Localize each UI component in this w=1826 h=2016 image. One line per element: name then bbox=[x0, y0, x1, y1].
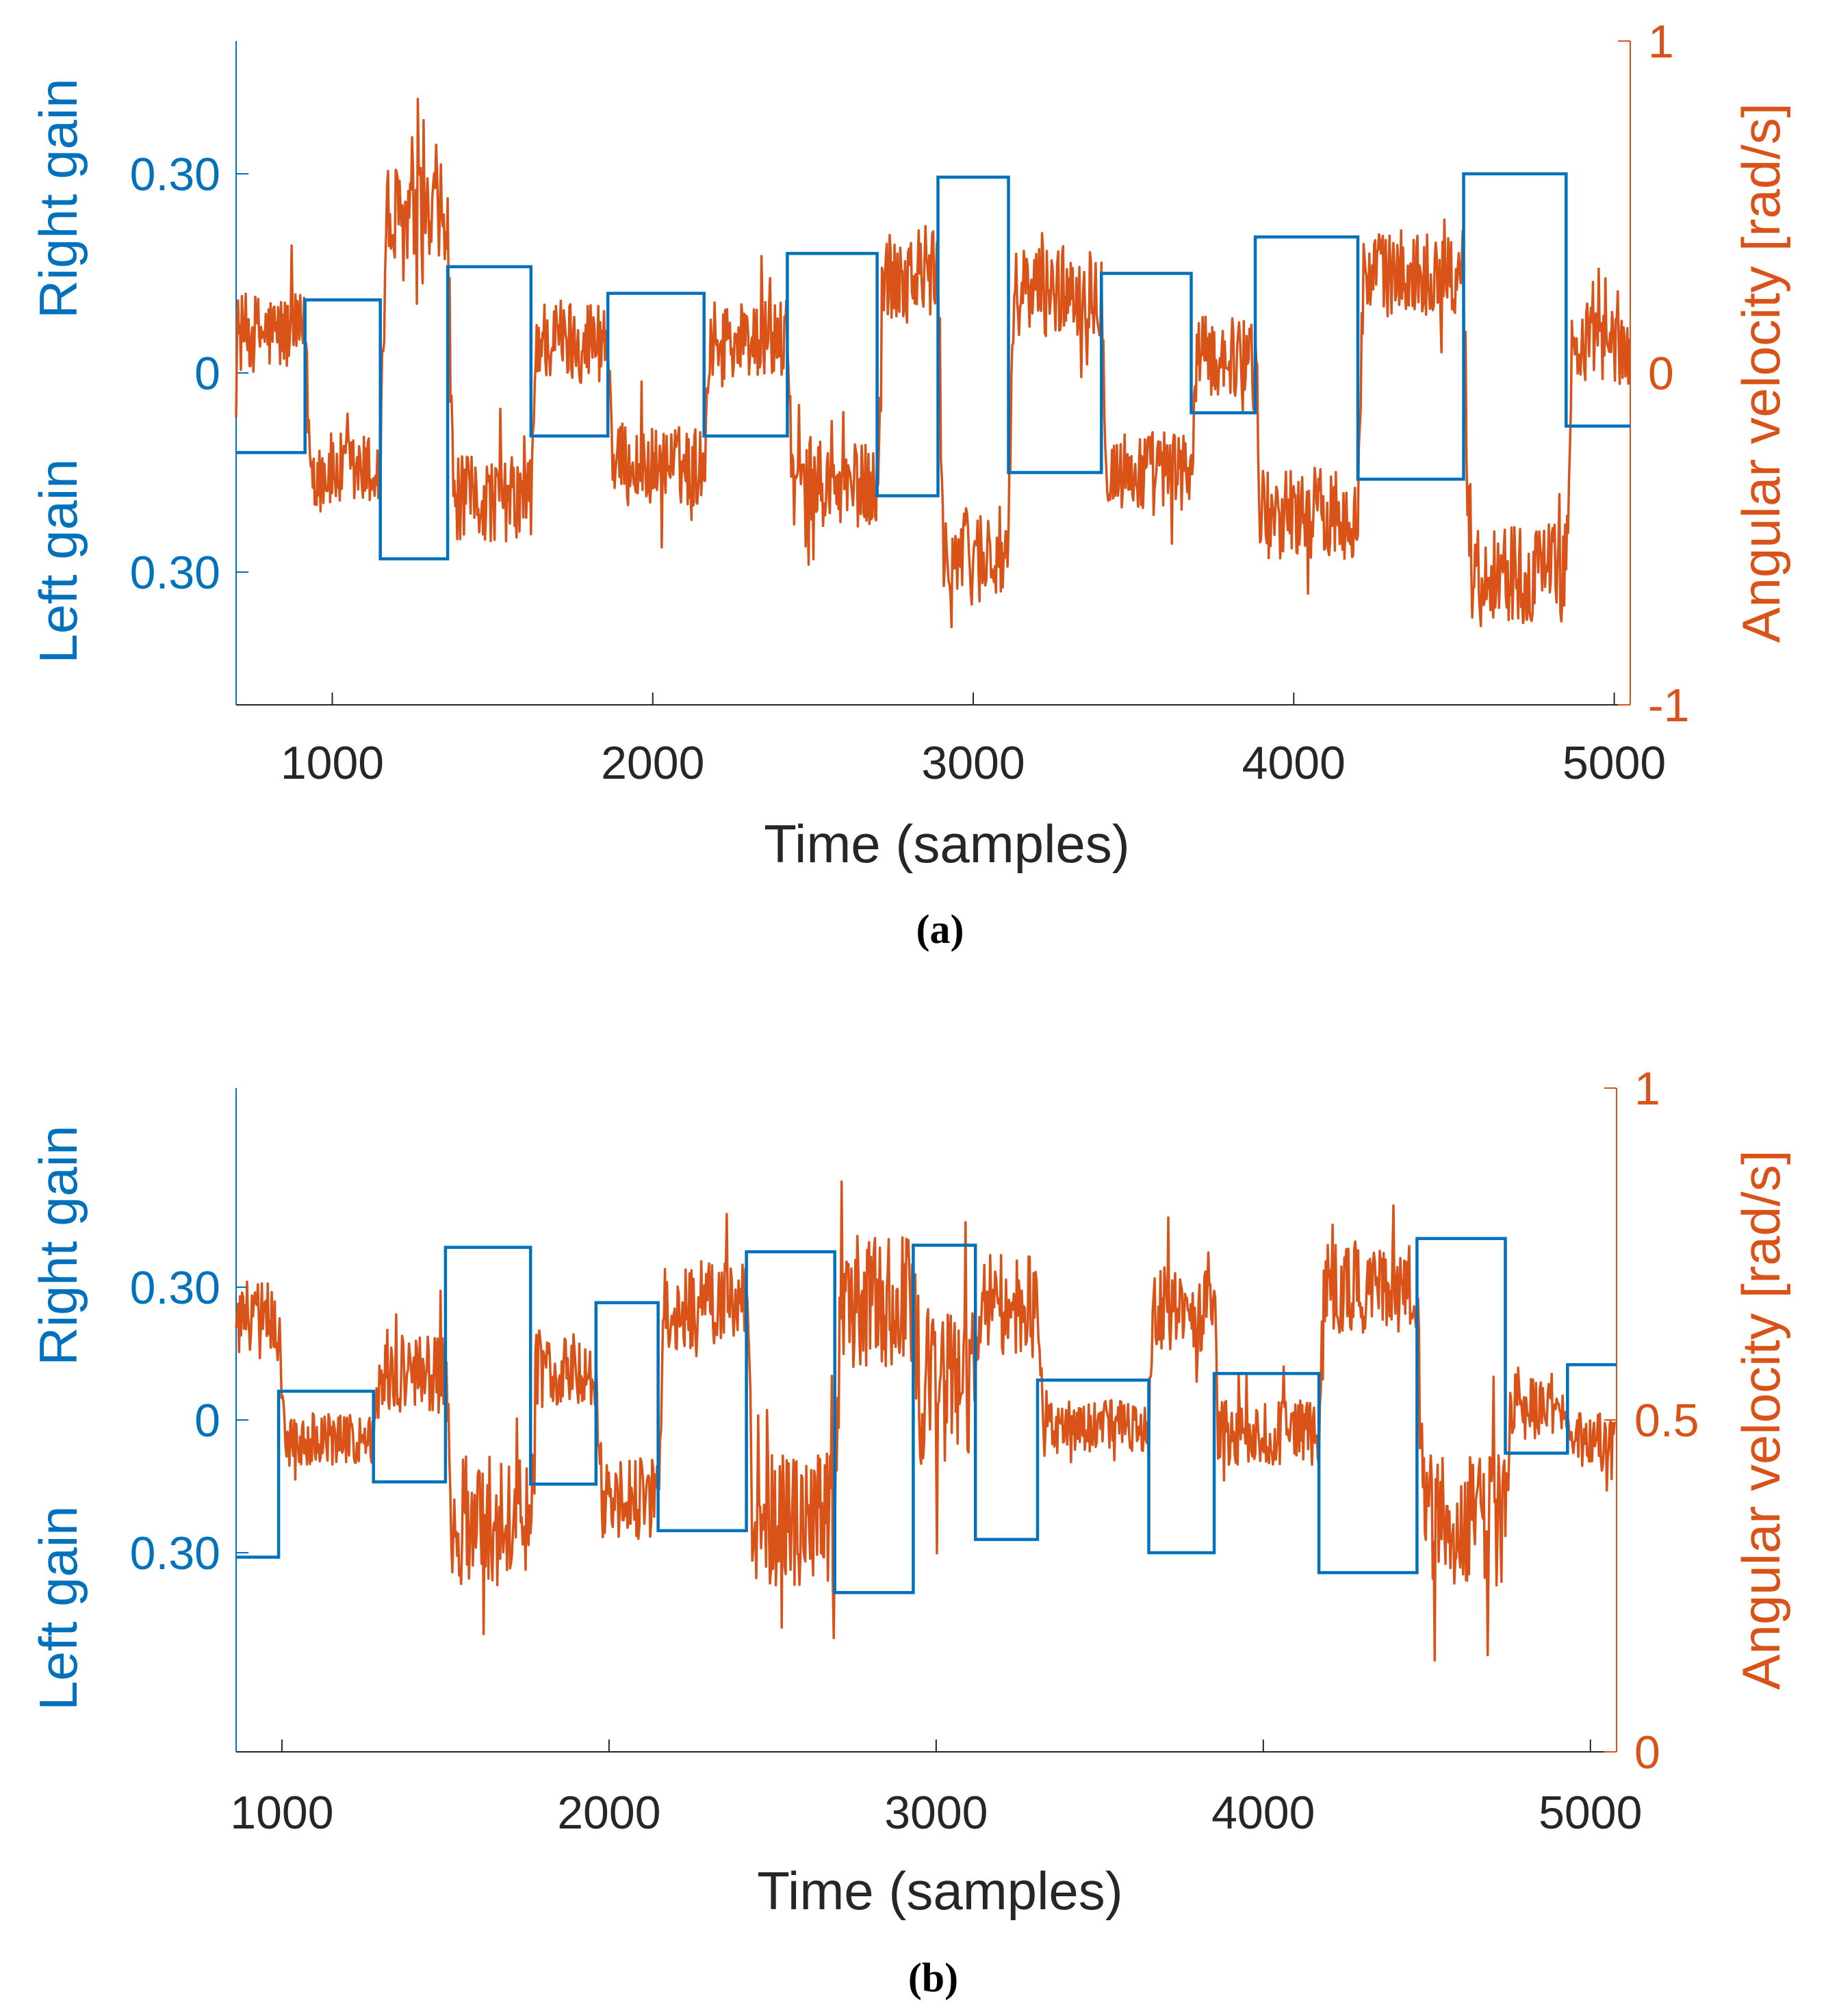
chart-panel-b: 1000 2000 3000 4000 5000 0.30 0 0.30 1 0.5 0 Time (… bbox=[28, 1063, 1791, 2000]
panel-caption: (b) bbox=[908, 1955, 958, 2000]
x-tick-label: 2000 bbox=[601, 737, 704, 789]
x-tick-label: 2000 bbox=[557, 1787, 660, 1839]
left-tick-label: 0.30 bbox=[130, 148, 220, 201]
right-tick-label: 1 bbox=[1634, 1063, 1660, 1115]
angular-velocity-line bbox=[235, 1180, 1617, 1662]
panel-caption: (a) bbox=[916, 907, 964, 952]
left-axis-title-right-gain: Right gain bbox=[28, 1125, 88, 1365]
right-tick-label: 0.5 bbox=[1634, 1395, 1699, 1447]
right-axis-title: Angular velocity [rad/s] bbox=[1731, 1150, 1791, 1690]
x-tick-label: 5000 bbox=[1563, 737, 1666, 789]
left-tick-label: 0.30 bbox=[130, 1262, 220, 1314]
x-tick-label: 4000 bbox=[1211, 1787, 1315, 1839]
x-tick-label: 1000 bbox=[230, 1787, 333, 1839]
chart-panel-a: 1000 2000 3000 4000 5000 0.30 0 0.30 1 0 -1 Time (s… bbox=[28, 16, 1791, 952]
x-tick-label: 5000 bbox=[1539, 1787, 1642, 1839]
gain-step-line bbox=[236, 1237, 1617, 1594]
left-tick-label: 0.30 bbox=[130, 547, 220, 599]
right-tick-label: 0 bbox=[1648, 348, 1674, 400]
left-axis-title-right-gain: Right gain bbox=[28, 78, 88, 318]
right-tick-label: -1 bbox=[1648, 680, 1689, 732]
gain-step-line bbox=[236, 172, 1630, 560]
right-tick-label: 1 bbox=[1648, 16, 1674, 68]
x-axis-title: Time (samples) bbox=[764, 814, 1130, 874]
left-axis-title-left-gain: Left gain bbox=[28, 1505, 88, 1710]
x-axis-title: Time (samples) bbox=[757, 1861, 1123, 1921]
angular-velocity-line bbox=[235, 97, 1631, 629]
x-tick-label: 1000 bbox=[281, 737, 384, 789]
left-axis-title-left-gain: Left gain bbox=[28, 458, 88, 663]
left-tick-label: 0 bbox=[194, 1395, 220, 1447]
right-axis-title: Angular velocity [rad/s] bbox=[1731, 103, 1791, 643]
x-tick-label: 3000 bbox=[884, 1787, 988, 1839]
left-tick-label: 0 bbox=[194, 348, 220, 400]
right-tick-label: 0 bbox=[1634, 1727, 1660, 1779]
x-tick-label: 3000 bbox=[921, 737, 1025, 789]
left-tick-label: 0.30 bbox=[130, 1527, 220, 1579]
x-tick-label: 4000 bbox=[1242, 737, 1346, 789]
